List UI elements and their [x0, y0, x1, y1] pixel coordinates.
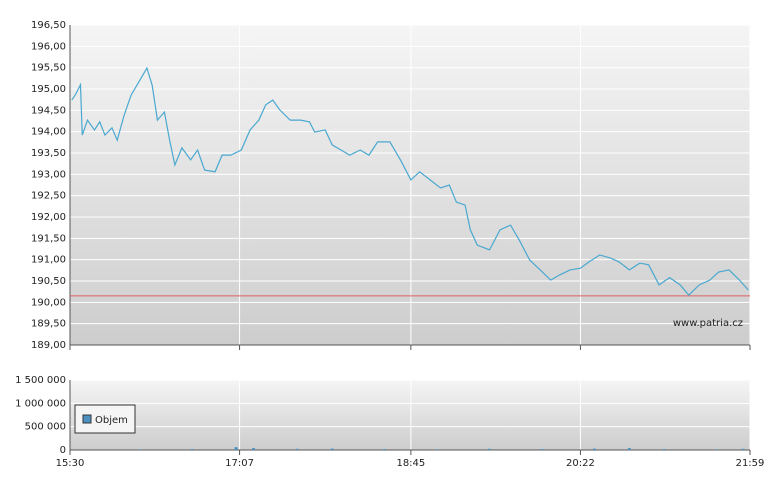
y-tick-label: 190,50 [31, 276, 66, 287]
y-tick-label: 194,50 [31, 105, 66, 116]
x-tick-label: 21:59 [736, 458, 765, 469]
y-tick-label: 196,50 [31, 20, 66, 31]
volume-bar [252, 448, 256, 450]
plot-area [70, 380, 750, 450]
volume-bar [592, 448, 596, 450]
volume-bar [627, 448, 631, 450]
y-tick-label: 196,00 [31, 41, 66, 52]
y-tick-label: 189,50 [31, 319, 66, 330]
volume-bar [190, 449, 194, 450]
volume-bar [295, 448, 299, 450]
y-tick-label: 192,00 [31, 212, 66, 223]
volume-bar [715, 449, 719, 450]
volume-bar [662, 449, 666, 450]
legend-swatch [82, 414, 92, 424]
volume-bar [330, 448, 334, 450]
y-tick-label: 192,50 [31, 191, 66, 202]
x-tick-label: 15:30 [56, 458, 85, 469]
legend-label: Objem [95, 415, 128, 426]
y-tick-label: 189,00 [31, 340, 66, 351]
volume-bar [741, 448, 745, 450]
x-tick-label: 18:45 [396, 458, 425, 469]
y-tick-label: 195,00 [31, 84, 66, 95]
y-tick-label: 193,00 [31, 169, 66, 180]
volume-bar [540, 449, 544, 450]
y-tick-label: 193,50 [31, 148, 66, 159]
y-tick-label: 500 000 [25, 422, 66, 433]
y-tick-label: 191,00 [31, 255, 66, 266]
y-tick-label: 190,00 [31, 297, 66, 308]
y-tick-label: 195,50 [31, 63, 66, 74]
volume-bar [488, 448, 492, 450]
volume-bar [435, 449, 439, 450]
y-tick-label: 1 500 000 [15, 375, 66, 386]
watermark: www.patria.cz [673, 318, 743, 329]
y-tick-label: 191,50 [31, 233, 66, 244]
price-line [71, 66, 749, 296]
volume-bar [234, 447, 238, 450]
y-tick-label: 1 000 000 [15, 398, 66, 409]
plot-area [70, 25, 750, 345]
volume-bar [138, 449, 142, 450]
y-tick-label: 0 [60, 445, 66, 456]
legend: Objem [74, 404, 136, 434]
volume-bar [383, 449, 387, 450]
y-tick-label: 194,00 [31, 127, 66, 138]
x-tick-label: 17:07 [225, 458, 254, 469]
x-tick-label: 20:22 [566, 458, 595, 469]
